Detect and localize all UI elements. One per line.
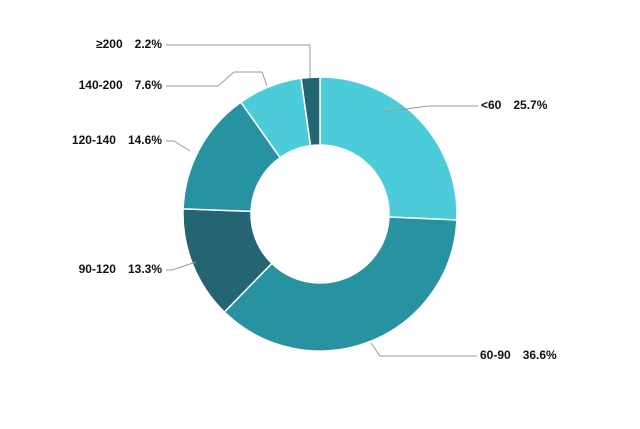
leader-line-1 xyxy=(370,342,477,357)
data-label-0: <60 25.7% xyxy=(481,98,548,112)
data-label-2: 90-120 13.3% xyxy=(79,262,163,276)
labels-group: <60 25.7% 60-90 36.6% 90-120 13.3% 120-140 … xyxy=(72,37,557,362)
leader-line-4 xyxy=(166,71,268,87)
data-label-5: ≥200 2.2% xyxy=(96,37,162,51)
data-label-4: 140-200 7.6% xyxy=(79,78,163,92)
slice-0 xyxy=(319,76,458,221)
leader-lines-group xyxy=(166,44,478,357)
leader-line-2 xyxy=(166,261,197,271)
slices-group xyxy=(182,76,458,352)
data-label-3: 120-140 14.6% xyxy=(72,133,162,147)
leader-line-5 xyxy=(166,44,311,78)
slice-5 xyxy=(300,76,321,147)
data-label-1: 60-90 36.6% xyxy=(480,348,557,362)
leader-line-3 xyxy=(166,140,191,152)
leader-line-0 xyxy=(383,105,478,113)
slice-1 xyxy=(223,216,458,352)
